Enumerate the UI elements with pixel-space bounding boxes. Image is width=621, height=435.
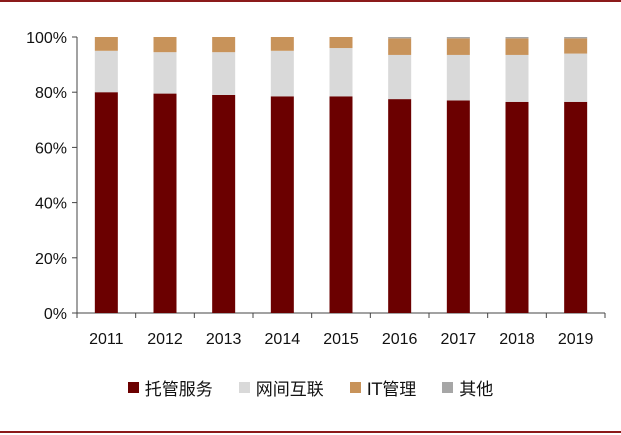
legend-swatch (442, 381, 454, 393)
bar-segment-网间互联 (270, 50, 294, 97)
y-tick-label: 0% (44, 306, 67, 323)
bar-segment-托管服务 (94, 92, 118, 313)
legend-item: 网间互联 (238, 375, 324, 400)
x-tick-label: 2015 (323, 331, 359, 348)
y-tick-label: 80% (35, 85, 67, 102)
bar-segment-IT管理 (329, 37, 353, 49)
bar-segment-IT管理 (446, 38, 470, 55)
x-tick-label: 2018 (499, 331, 535, 348)
legend-swatch (238, 381, 250, 393)
bar-segment-托管服务 (212, 94, 236, 314)
x-tick-label: 2016 (382, 331, 418, 348)
bar-segment-托管服务 (564, 101, 588, 313)
bar-segment-托管服务 (388, 99, 412, 313)
x-tick-label: 2011 (89, 331, 124, 348)
legend-label: 其他 (459, 379, 494, 400)
bar-segment-其他 (564, 37, 588, 39)
legend-swatch (127, 381, 139, 393)
bar-segment-IT管理 (212, 37, 236, 53)
bar-segment-IT管理 (94, 37, 118, 51)
bar-segment-网间互联 (94, 50, 118, 93)
x-tick-label: 2014 (265, 331, 301, 348)
bar-segment-托管服务 (446, 100, 470, 313)
bar-segment-IT管理 (270, 37, 294, 51)
bar-segment-其他 (388, 37, 412, 39)
bar-segment-托管服务 (270, 96, 294, 313)
legend-label: IT管理 (366, 379, 417, 400)
bar-segment-托管服务 (505, 101, 529, 313)
bar-segment-网间互联 (446, 54, 470, 101)
y-tick-label: 40% (35, 196, 67, 213)
legend-label: 网间互联 (255, 379, 324, 400)
bar-segment-网间互联 (329, 48, 353, 97)
bar-segment-IT管理 (388, 38, 412, 55)
bar-segment-其他 (446, 37, 470, 39)
legend-item: 其他 (442, 375, 493, 400)
x-tick-label: 2012 (147, 331, 183, 348)
y-tick-label: 100% (26, 30, 67, 47)
bar-segment-IT管理 (505, 38, 529, 55)
bar-segment-IT管理 (564, 38, 588, 54)
plot-area: 0% 20% 40% 60% 80% 100% 2011 2012 2013 2014 2015 20… (26, 30, 606, 348)
bar-segment-IT管理 (153, 37, 177, 53)
bar-segment-网间互联 (153, 52, 177, 94)
legend-item: 托管服务 (127, 375, 213, 400)
bar-segment-其他 (505, 37, 529, 39)
legend-item: IT管理 (349, 375, 417, 400)
legend-swatch (349, 381, 361, 393)
y-tick-label: 20% (35, 251, 67, 268)
bar-segment-网间互联 (564, 53, 588, 102)
bar-segment-网间互联 (505, 54, 529, 102)
bar-segment-网间互联 (388, 54, 412, 100)
bar-segment-托管服务 (329, 96, 353, 313)
x-tick-label: 2017 (441, 331, 477, 348)
x-tick-label: 2019 (558, 331, 594, 348)
x-tick-label: 2013 (206, 331, 242, 348)
bar-segment-托管服务 (153, 93, 177, 313)
y-tick-label: 60% (35, 140, 67, 157)
bar-segment-网间互联 (212, 52, 236, 95)
legend-label: 托管服务 (144, 379, 213, 400)
legend: 托管服务 网间互联 IT管理 其他 (0, 372, 621, 402)
